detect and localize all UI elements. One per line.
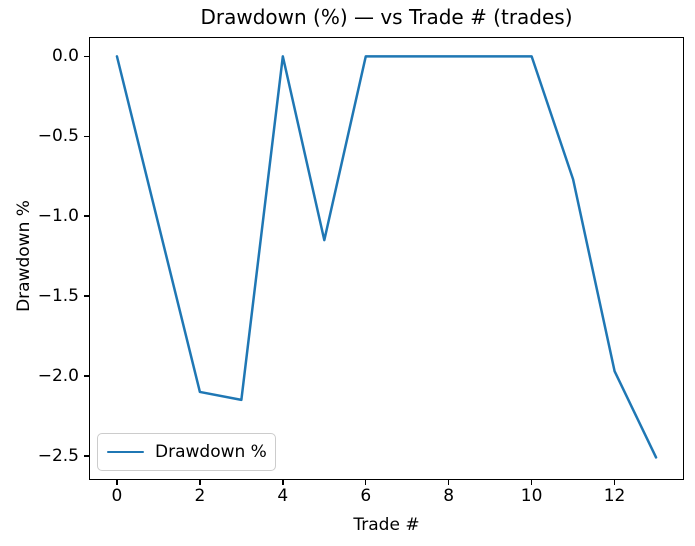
x-tick-mark	[448, 479, 450, 485]
x-tick-mark	[530, 479, 533, 485]
x-tick-mark	[282, 479, 284, 485]
x-tick-label: 2	[194, 486, 206, 506]
x-tick-mark	[613, 479, 616, 485]
x-tick-mark	[199, 479, 201, 485]
y-tick-label: −2.0	[37, 365, 79, 386]
y-tick-label: 0.0	[51, 46, 79, 67]
x-tick-mark	[365, 479, 367, 485]
x-tick-label: 8	[443, 486, 455, 506]
plot-area	[88, 36, 684, 480]
y-tick-label: −2.5	[37, 445, 79, 466]
x-tick-label: 10	[520, 486, 543, 506]
y-tick-mark	[84, 135, 90, 137]
legend-entry-label: Drawdown %	[155, 442, 267, 462]
y-tick-mark	[84, 455, 90, 457]
x-tick-label: 0	[111, 486, 123, 506]
x-tick-label: 4	[277, 486, 289, 506]
y-tick-mark	[84, 295, 90, 297]
y-tick-mark	[84, 55, 90, 58]
legend-line-sample-icon	[107, 450, 144, 454]
y-tick-mark	[84, 375, 90, 377]
y-axis-label: Drawdown %	[14, 200, 34, 312]
x-tick-label: 6	[360, 486, 372, 506]
legend: Drawdown %	[97, 433, 276, 471]
y-tick-mark	[84, 215, 90, 217]
drawdown-series-line	[115, 54, 657, 459]
y-tick-label: −0.5	[37, 126, 79, 147]
chart-title: Drawdown (%) — vs Trade # (trades)	[200, 5, 573, 29]
y-tick-label: −1.0	[37, 206, 79, 227]
y-tick-label: −1.5	[37, 286, 79, 307]
x-tick-mark	[116, 479, 118, 485]
x-axis-label: Trade #	[353, 515, 420, 535]
drawdown-line-plot	[115, 54, 657, 459]
x-tick-label: 12	[603, 486, 626, 506]
